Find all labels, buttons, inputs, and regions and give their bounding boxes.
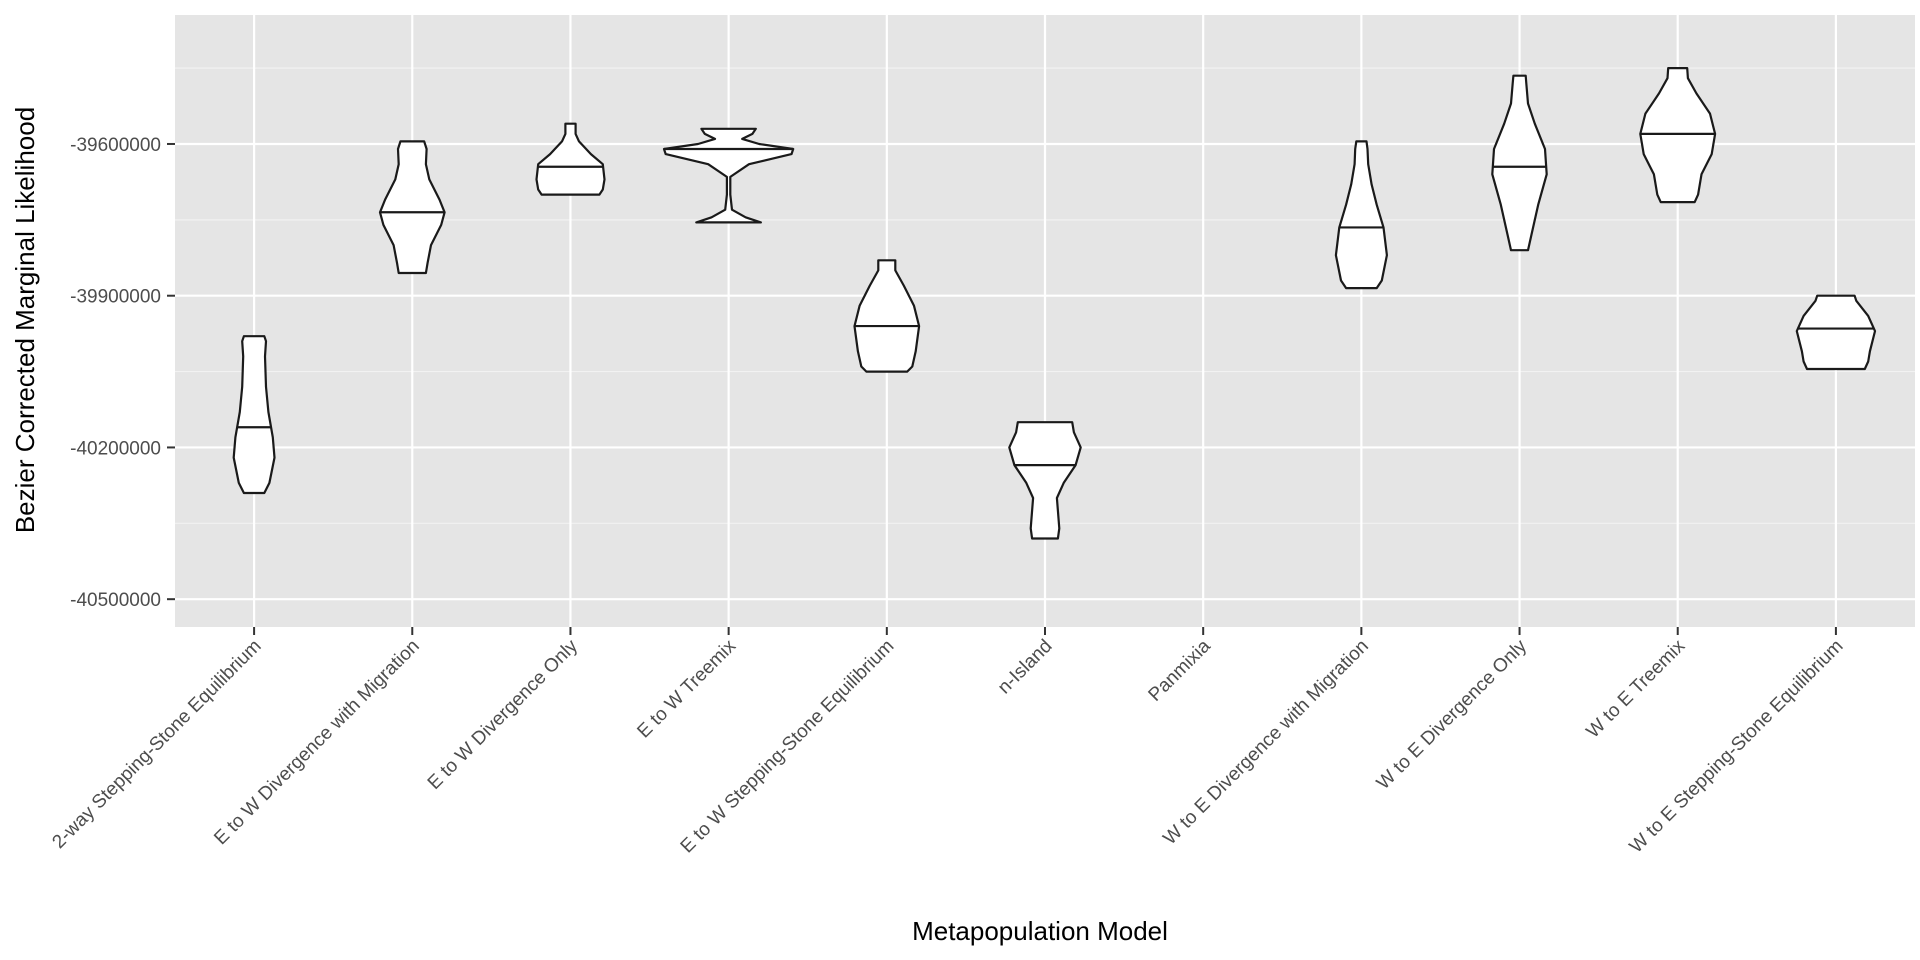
y-tick-label: -40200000 <box>70 438 161 459</box>
y-axis: -39600000 -39900000 -40200000 -40500000 <box>70 135 175 611</box>
violin-11 <box>1795 294 1877 371</box>
violin-3 <box>535 122 606 196</box>
x-tick-label: E to W Divergence Only <box>424 635 583 794</box>
violin-1 <box>232 335 276 495</box>
y-tick-label: -39900000 <box>70 287 161 308</box>
y-tick-label: -40500000 <box>70 590 161 611</box>
violin-10 <box>1639 67 1717 204</box>
grid-layer <box>175 15 1915 627</box>
violin-9 <box>1491 74 1548 252</box>
violin-8 <box>1334 140 1388 290</box>
violin-6 <box>1008 421 1082 540</box>
y-axis-title: Bezier Corrected Marginal Likelihood <box>10 107 40 533</box>
x-tick-label: W to E Treemix <box>1583 635 1690 742</box>
x-axis-title: Metapopulation Model <box>912 916 1168 946</box>
violin-5 <box>853 259 921 373</box>
x-tick-label: E to W Treemix <box>633 635 740 742</box>
violin-layer <box>232 67 1877 540</box>
x-tick-label: Panmixia <box>1145 635 1215 705</box>
violin-2 <box>378 140 446 275</box>
x-tick-label: n-Island <box>994 636 1057 699</box>
violin-4 <box>662 127 795 224</box>
x-tick-label: W to E Divergence Only <box>1373 635 1532 794</box>
y-tick-label: -39600000 <box>70 135 161 156</box>
